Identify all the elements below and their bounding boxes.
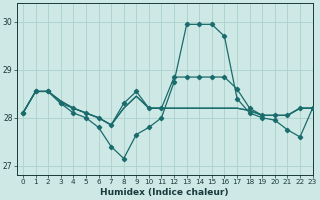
X-axis label: Humidex (Indice chaleur): Humidex (Indice chaleur) <box>100 188 229 197</box>
